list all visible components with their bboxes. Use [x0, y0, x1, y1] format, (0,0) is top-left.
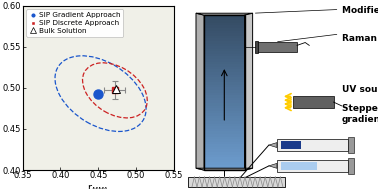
- Bar: [204, 111, 245, 113]
- Bar: [204, 38, 245, 41]
- Bar: [204, 147, 245, 149]
- Bar: [204, 72, 245, 74]
- Bar: [281, 162, 317, 170]
- Bar: [204, 90, 245, 93]
- Bar: [204, 124, 245, 126]
- Bar: [204, 15, 245, 18]
- Text: UV source: UV source: [342, 85, 378, 94]
- Bar: [281, 141, 301, 149]
- Bar: [204, 155, 245, 157]
- Bar: [204, 142, 245, 144]
- Bar: [204, 69, 245, 72]
- Bar: [204, 33, 245, 36]
- Y-axis label: r$_{Styrene}$: r$_{Styrene}$: [0, 72, 2, 104]
- Bar: [204, 113, 245, 116]
- Text: Raman probe: Raman probe: [342, 34, 378, 43]
- Bar: [204, 149, 245, 152]
- Bar: [204, 36, 245, 38]
- Polygon shape: [196, 168, 253, 170]
- Bar: [204, 136, 245, 139]
- Polygon shape: [245, 13, 253, 170]
- Bar: [204, 157, 245, 160]
- Bar: [204, 41, 245, 43]
- Bar: [204, 105, 245, 108]
- Bar: [204, 43, 245, 46]
- Bar: [204, 20, 245, 23]
- Bar: [204, 134, 245, 136]
- Bar: [204, 116, 245, 119]
- Bar: [204, 49, 245, 51]
- Bar: [204, 88, 245, 90]
- Bar: [204, 167, 245, 170]
- Bar: [204, 51, 245, 54]
- Bar: [293, 96, 333, 108]
- Bar: [204, 64, 245, 67]
- Bar: [348, 158, 354, 174]
- X-axis label: r$_{MMA}$: r$_{MMA}$: [87, 182, 109, 189]
- Polygon shape: [269, 143, 277, 147]
- Polygon shape: [196, 13, 253, 15]
- Bar: [204, 119, 245, 121]
- Bar: [204, 162, 245, 165]
- Bar: [204, 160, 245, 162]
- Bar: [204, 131, 245, 134]
- Bar: [204, 46, 245, 49]
- Bar: [204, 100, 245, 103]
- Bar: [204, 67, 245, 69]
- Bar: [277, 160, 348, 172]
- Bar: [204, 121, 245, 124]
- Bar: [204, 152, 245, 155]
- Bar: [204, 126, 245, 129]
- Bar: [204, 26, 245, 28]
- Bar: [204, 85, 245, 88]
- Polygon shape: [269, 163, 277, 168]
- Bar: [204, 31, 245, 33]
- Bar: [204, 103, 245, 105]
- Polygon shape: [196, 13, 204, 170]
- Bar: [204, 54, 245, 57]
- Bar: [348, 137, 354, 153]
- Text: Stepped solution
gradient: Stepped solution gradient: [342, 104, 378, 124]
- Bar: [204, 93, 245, 95]
- Bar: [204, 82, 245, 85]
- Bar: [204, 80, 245, 82]
- Bar: [204, 57, 245, 59]
- Bar: [204, 74, 245, 77]
- Bar: [204, 23, 245, 26]
- Bar: [257, 42, 297, 52]
- Bar: [204, 15, 245, 170]
- Bar: [204, 77, 245, 80]
- Text: Modified substrate: Modified substrate: [342, 6, 378, 15]
- Bar: [204, 98, 245, 100]
- Legend: SIP Gradient Approach, SIP Discrete Approach, Bulk Solution: SIP Gradient Approach, SIP Discrete Appr…: [26, 9, 123, 37]
- Bar: [204, 165, 245, 167]
- Bar: [188, 177, 285, 187]
- Bar: [204, 28, 245, 31]
- Bar: [204, 129, 245, 131]
- Bar: [204, 18, 245, 20]
- Bar: [204, 144, 245, 147]
- Bar: [204, 95, 245, 98]
- Bar: [204, 62, 245, 64]
- Bar: [204, 139, 245, 142]
- Bar: [204, 59, 245, 62]
- Bar: [255, 41, 258, 53]
- Bar: [204, 108, 245, 111]
- Bar: [277, 139, 348, 151]
